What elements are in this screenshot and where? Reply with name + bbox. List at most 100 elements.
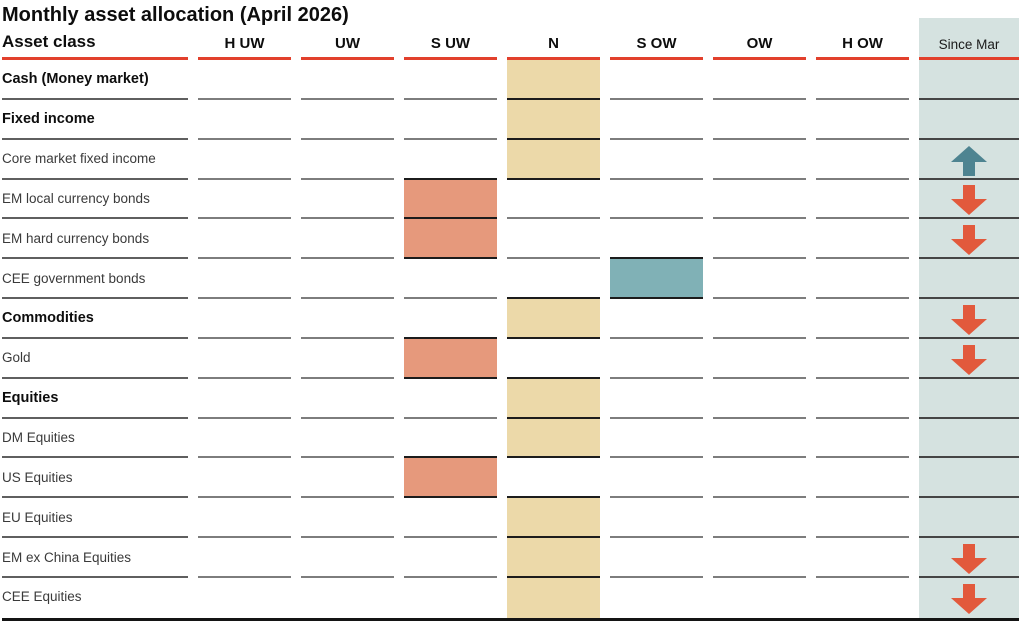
allocation-cell <box>816 100 909 140</box>
column-header-h-ow: H OW <box>816 30 909 60</box>
since-mar-cell <box>919 100 1019 140</box>
allocation-cell <box>610 219 703 260</box>
since-mar-cell <box>919 299 1019 339</box>
allocation-cell <box>404 379 497 419</box>
allocation-cell <box>713 498 806 539</box>
allocation-table: Asset class H UW UW S UW N S OW OW H OW … <box>2 30 1019 621</box>
allocation-cell <box>404 60 497 100</box>
asset-class-label: Cash (Money market) <box>2 60 188 100</box>
allocation-cell <box>301 578 394 618</box>
allocation-cell <box>713 299 806 339</box>
allocation-cell <box>198 100 291 140</box>
allocation-cell <box>301 339 394 379</box>
allocation-cell <box>301 140 394 180</box>
page-title: Monthly asset allocation (April 2026) <box>2 4 349 26</box>
allocation-cell <box>713 538 806 578</box>
allocation-cell <box>404 458 497 499</box>
allocation-cell <box>713 419 806 459</box>
since-mar-cell <box>919 578 1019 618</box>
asset-class-label: EM ex China Equities <box>2 538 188 578</box>
asset-class-label: Core market fixed income <box>2 140 188 180</box>
asset-class-label: CEE Equities <box>2 589 82 605</box>
allocation-cell <box>301 419 394 459</box>
column-header-s-ow: S OW <box>610 30 703 60</box>
allocation-cell <box>816 419 909 459</box>
allocation-cell <box>713 259 806 300</box>
since-mar-cell <box>919 339 1019 379</box>
allocation-cell <box>816 60 909 100</box>
allocation-cell <box>301 458 394 499</box>
column-header-ow: OW <box>713 30 806 60</box>
allocation-cell <box>610 259 703 300</box>
allocation-cell <box>816 140 909 180</box>
allocation-cell <box>301 219 394 260</box>
trend-down-icon <box>951 304 987 335</box>
asset-class-label: Equities <box>2 379 188 419</box>
allocation-cell <box>404 338 497 379</box>
allocation-cell <box>816 339 909 379</box>
allocation-cell <box>301 538 394 578</box>
asset-class-label: Gold <box>2 339 188 379</box>
allocation-cell <box>404 219 497 260</box>
allocation-cell <box>404 140 497 180</box>
allocation-cell <box>713 140 806 180</box>
allocation-cell <box>404 179 497 220</box>
allocation-cell <box>610 578 703 618</box>
allocation-cell <box>507 60 600 100</box>
allocation-cell <box>610 100 703 140</box>
trend-down-icon <box>951 185 987 216</box>
allocation-cell <box>713 339 806 379</box>
allocation-cell <box>610 498 703 539</box>
allocation-cell <box>404 299 497 339</box>
allocation-cell <box>198 538 291 578</box>
asset-class-label: EM hard currency bonds <box>2 219 188 260</box>
allocation-cell <box>713 458 806 499</box>
allocation-cell <box>816 180 909 220</box>
trend-down-icon <box>951 544 987 575</box>
allocation-cell <box>198 379 291 419</box>
allocation-cell <box>507 259 600 300</box>
allocation-cell <box>610 379 703 419</box>
allocation-cell <box>507 418 600 459</box>
allocation-cell <box>610 140 703 180</box>
since-mar-cell <box>919 498 1019 539</box>
allocation-cell <box>816 379 909 419</box>
allocation-cell <box>816 458 909 499</box>
allocation-cell <box>713 578 806 618</box>
allocation-cell <box>301 259 394 300</box>
allocation-cell <box>713 180 806 220</box>
allocation-cell <box>301 100 394 140</box>
allocation-cell <box>198 498 291 539</box>
since-mar-cell <box>919 219 1019 260</box>
allocation-cell <box>198 419 291 459</box>
allocation-cell <box>301 299 394 339</box>
allocation-cell <box>610 299 703 339</box>
allocation-cell <box>507 180 600 220</box>
allocation-cell <box>713 379 806 419</box>
allocation-cell <box>404 419 497 459</box>
allocation-cell <box>198 259 291 300</box>
column-header-since-mar: Since Mar <box>919 30 1019 60</box>
asset-class-label: Commodities <box>2 299 188 339</box>
allocation-cell <box>198 339 291 379</box>
trend-down-icon <box>951 344 987 375</box>
column-header-uw: UW <box>301 30 394 60</box>
asset-class-label: DM Equities <box>2 419 188 459</box>
allocation-cell <box>507 538 600 578</box>
trend-down-icon <box>951 225 987 256</box>
allocation-cell <box>713 100 806 140</box>
allocation-cell <box>610 60 703 100</box>
allocation-cell <box>507 299 600 339</box>
allocation-cell <box>816 498 909 539</box>
trend-down-icon <box>951 583 987 614</box>
allocation-cell <box>404 259 497 300</box>
allocation-cell <box>507 99 600 140</box>
asset-class-label: EU Equities <box>2 498 188 539</box>
since-mar-cell <box>919 458 1019 499</box>
since-mar-cell <box>919 538 1019 578</box>
allocation-cell <box>816 578 909 618</box>
allocation-cell <box>610 339 703 379</box>
allocation-cell <box>198 219 291 260</box>
allocation-cell <box>507 219 600 260</box>
allocation-cell <box>610 458 703 499</box>
